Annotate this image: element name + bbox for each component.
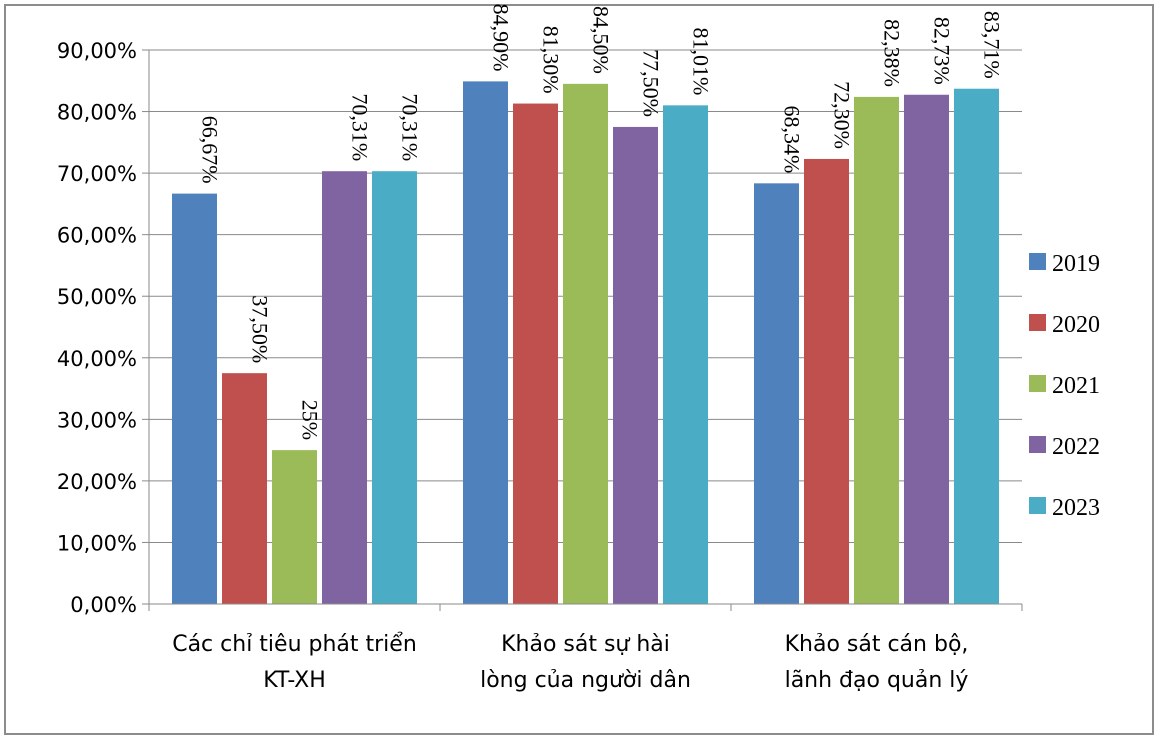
legend-swatch-2021 — [1029, 375, 1046, 392]
bar-2020 — [222, 373, 267, 604]
bar-2020 — [513, 103, 558, 604]
bar-2019 — [463, 81, 508, 605]
legend-label-2020: 2020 — [1052, 312, 1100, 338]
legend-label-2019: 2019 — [1052, 251, 1100, 277]
bars — [172, 81, 999, 605]
bar-2021 — [272, 450, 317, 604]
data-label: 37,50% — [248, 295, 273, 363]
y-tick-label: 30,00% — [57, 408, 137, 432]
y-tick-label: 70,00% — [57, 162, 137, 186]
data-label: 68,34% — [780, 106, 805, 174]
y-axis: 0,00% 10,00% 20,00% 30,00% 40,00% 50,00% 60,00… — [57, 39, 150, 617]
bar-2021 — [854, 96, 899, 604]
legend-swatch-2019 — [1029, 253, 1046, 270]
data-label: 70,31% — [398, 93, 423, 161]
data-label: 83,71% — [980, 11, 1005, 79]
bar-2019 — [172, 193, 217, 604]
y-tick-label: 80,00% — [57, 101, 137, 125]
bar-2022 — [613, 126, 658, 604]
data-label: 81,01% — [689, 28, 714, 96]
bar-2019 — [754, 183, 799, 604]
x-axis: Các chỉ tiêu phát triển KT-XH Khảo sát sự … — [148, 603, 1023, 693]
bar-2023 — [372, 171, 417, 605]
legend-label-2022: 2022 — [1052, 434, 1100, 460]
y-tick-label: 20,00% — [57, 470, 137, 494]
legend-swatch-2023 — [1029, 497, 1046, 514]
legend: 2019 2020 2021 2022 2023 — [1029, 251, 1100, 521]
legend-swatch-2020 — [1029, 314, 1046, 331]
bar-2022 — [322, 171, 367, 605]
category-label: KT-XH — [263, 668, 326, 693]
y-tick-label: 60,00% — [57, 224, 137, 248]
category-label: lòng của người dân — [480, 668, 691, 693]
data-label: 84,50% — [589, 6, 614, 74]
data-labels: 66,67% 37,50% 25% 70,31% 70,31% 84,90% 81,30% 8… — [198, 4, 1005, 441]
legend-label-2021: 2021 — [1052, 373, 1100, 399]
data-label: 66,67% — [198, 116, 223, 184]
y-tick-label: 90,00% — [57, 39, 137, 63]
bar-2021 — [563, 83, 608, 605]
bar-2022 — [904, 94, 949, 604]
data-label: 81,30% — [539, 26, 564, 94]
bar-2020 — [804, 158, 849, 604]
category-label: Các chỉ tiêu phát triển — [172, 632, 417, 657]
legend-label-2023: 2023 — [1052, 495, 1100, 521]
category-label: Khảo sát cán bộ, — [785, 632, 969, 657]
data-label: 82,73% — [930, 17, 955, 85]
y-tick-label: 0,00% — [70, 593, 137, 617]
data-label: 70,31% — [348, 93, 373, 161]
category-label: Khảo sát sự hài — [501, 632, 670, 657]
data-label: 82,38% — [880, 19, 905, 87]
y-tick-label: 10,00% — [57, 531, 137, 555]
y-tick-label: 50,00% — [57, 285, 137, 309]
data-label: 72,30% — [830, 81, 855, 149]
category-label: lãnh đạo quản lý — [785, 668, 969, 693]
y-tick-label: 40,00% — [57, 347, 137, 371]
bar-2023 — [663, 105, 708, 605]
legend-swatch-2022 — [1029, 436, 1046, 453]
data-label: 77,50% — [639, 49, 664, 117]
data-label: 25% — [298, 400, 323, 440]
bar-2023 — [954, 88, 999, 604]
data-label: 84,90% — [489, 4, 514, 72]
